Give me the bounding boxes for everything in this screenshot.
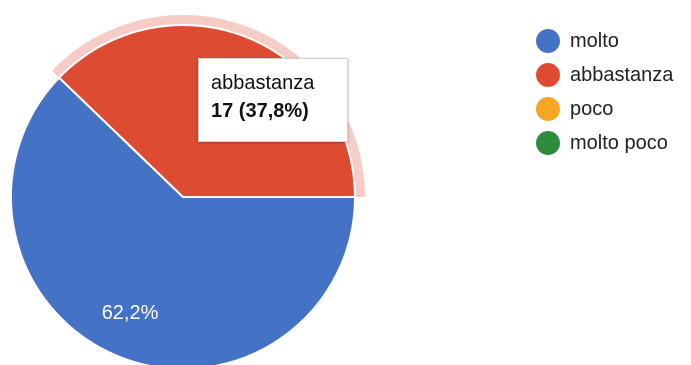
legend-label: molto poco: [570, 131, 668, 154]
pie-slice-molto[interactable]: [10, 76, 357, 365]
legend-swatch: [536, 63, 560, 87]
slice-tooltip: abbastanza 17 (37,8%): [198, 58, 348, 142]
legend-swatch: [536, 97, 560, 121]
legend-item-molto[interactable]: molto: [536, 24, 686, 58]
legend-label: poco: [570, 97, 614, 120]
tooltip-value: 17 (37,8%): [211, 100, 309, 122]
chart-legend: molto abbastanza poco molto poco: [536, 24, 686, 160]
slice-percent-label: 62,2%: [102, 302, 159, 324]
tooltip-label: abbastanza: [211, 72, 315, 94]
legend-label: abbastanza: [570, 63, 674, 86]
legend-item-abbastanza[interactable]: abbastanza: [536, 58, 686, 92]
legend-item-poco[interactable]: poco: [536, 92, 686, 126]
legend-label: molto: [570, 29, 619, 52]
legend-swatch: [536, 131, 560, 155]
legend-swatch: [536, 29, 560, 53]
legend-item-molto-poco[interactable]: molto poco: [536, 126, 686, 160]
